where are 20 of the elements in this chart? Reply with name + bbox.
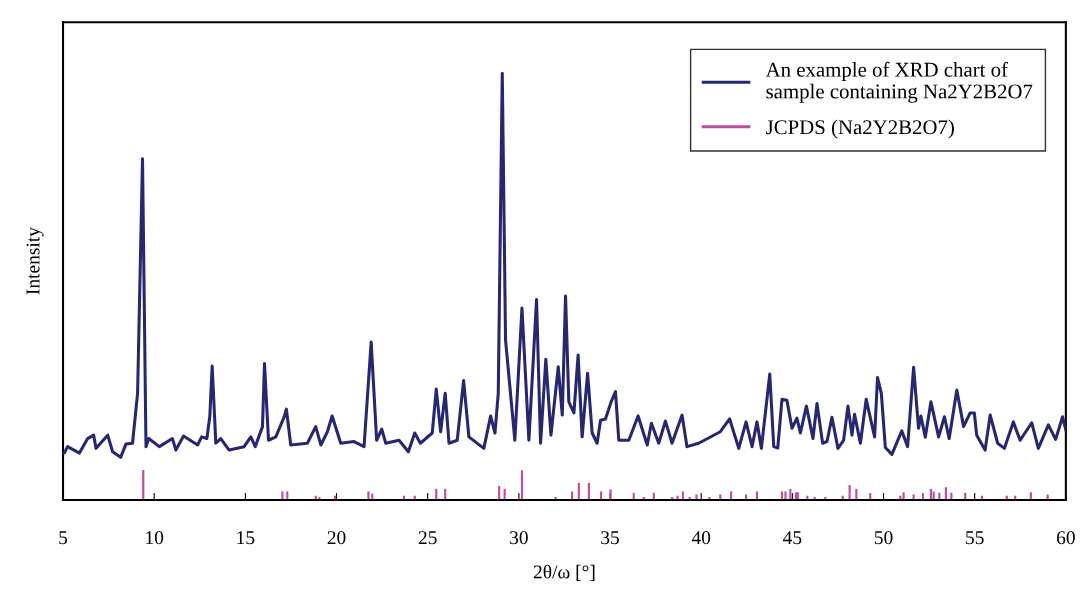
x-tick-label: 5 (59, 531, 68, 545)
x-tick-label: 60 (1056, 531, 1075, 545)
bar (367, 491, 370, 500)
legend-label: An example of XRD chart of sample containing Na2Y2B2O7 (765, 61, 1033, 103)
x-tick-label: 20 (327, 531, 346, 545)
x-tick-label: 30 (510, 531, 528, 545)
bar (695, 494, 698, 500)
bar (676, 495, 679, 500)
x-tick-label: 15 (237, 531, 255, 545)
x-axis-title: 2θ/ω [°] (533, 564, 595, 581)
bar (784, 491, 787, 500)
x-tick-label: 25 (418, 531, 437, 545)
legend-label: JCPDS (Na2Y2B2O7) (766, 119, 954, 139)
x-tick-label: 40 (691, 531, 711, 545)
x-tick-label: 50 (874, 531, 893, 545)
x-tick-label: 10 (146, 531, 164, 545)
x-tick-label: 35 (601, 531, 619, 545)
x-tick-label: 55 (966, 531, 984, 545)
y-axis-title: Intensity (26, 227, 44, 295)
x-tick-label: 45 (783, 531, 802, 545)
